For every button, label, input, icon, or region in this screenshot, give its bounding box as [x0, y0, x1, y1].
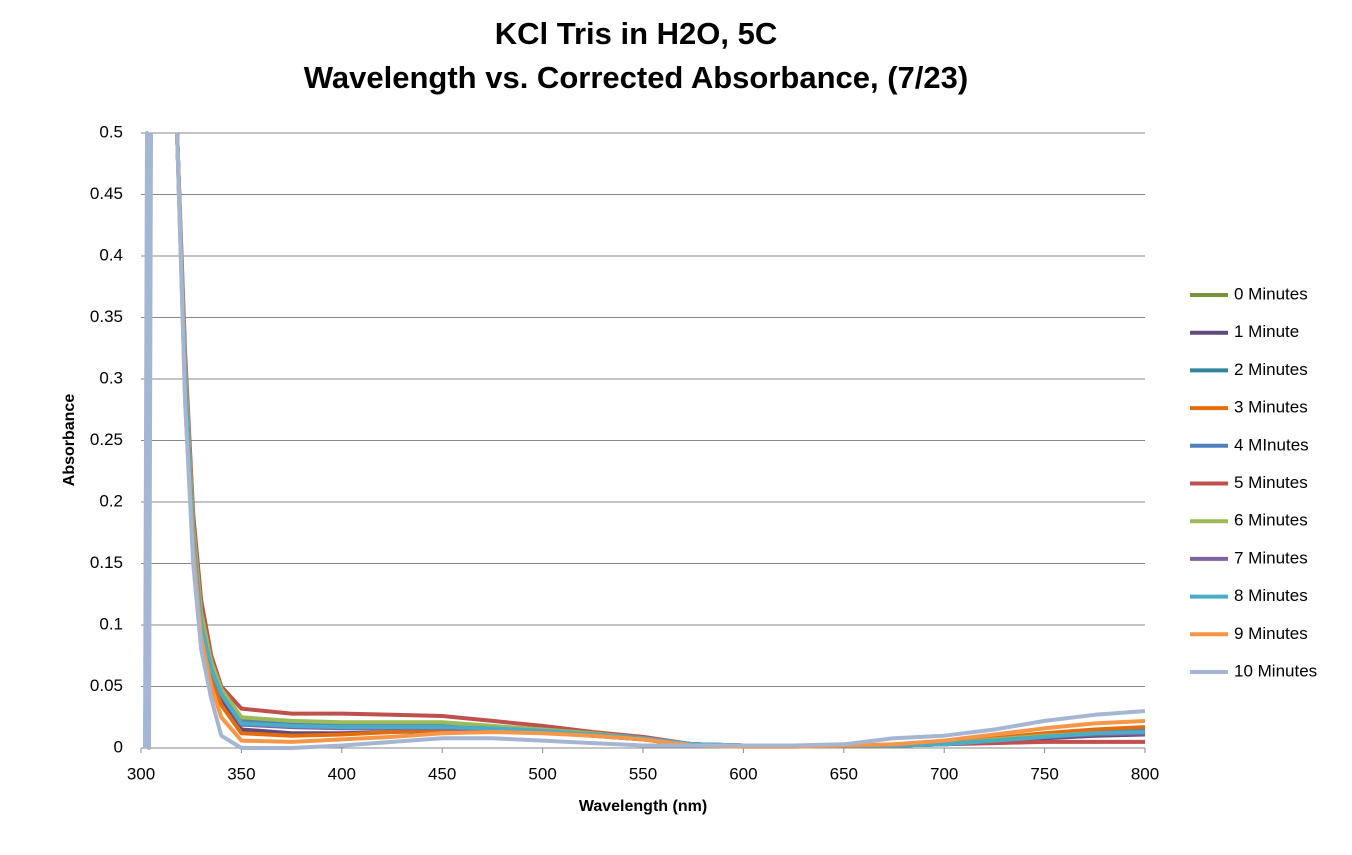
legend-label: 3 Minutes — [1234, 398, 1308, 417]
series-line — [175, 132, 1145, 748]
y-tick-label: 0.4 — [99, 245, 123, 264]
legend-label: 2 Minutes — [1234, 360, 1308, 379]
y-tick-label: 0.3 — [99, 368, 123, 387]
legend-label: 5 Minutes — [1234, 473, 1308, 492]
y-tick-label: 0.25 — [90, 430, 123, 449]
series-line — [175, 132, 1146, 748]
x-tick-label: 450 — [428, 764, 456, 783]
series-line — [175, 132, 1146, 748]
chart-subtitle: Wavelength vs. Corrected Absorbance, (7/… — [304, 60, 968, 95]
y-axis-title: Absorbance — [61, 394, 78, 487]
x-tick-label: 600 — [729, 764, 757, 783]
x-tick-label: 350 — [227, 764, 255, 783]
y-tick-label: 0.05 — [90, 676, 123, 695]
x-tick-label: 300 — [127, 764, 155, 783]
legend-label: 10 Minutes — [1234, 661, 1317, 680]
y-tick-label: 0.45 — [90, 184, 123, 203]
x-tick-label: 800 — [1131, 764, 1159, 783]
x-tick-label: 750 — [1030, 764, 1058, 783]
series-line — [175, 132, 1146, 748]
legend-label: 8 Minutes — [1234, 586, 1308, 605]
legend-label: 6 Minutes — [1234, 511, 1308, 530]
y-tick-label: 0.35 — [90, 307, 123, 326]
series-line — [175, 132, 1146, 748]
x-tick-label: 500 — [528, 764, 556, 783]
legend-label: 7 Minutes — [1234, 548, 1308, 567]
series-line — [143, 131, 1146, 750]
x-axis-title: Wavelength (nm) — [579, 798, 707, 815]
legend-label: 9 Minutes — [1234, 624, 1308, 643]
legend-label: 1 Minute — [1234, 322, 1299, 341]
y-tick-label: 0.2 — [99, 491, 123, 510]
series-line — [175, 132, 1146, 748]
y-tick-label: 0.1 — [99, 614, 123, 633]
y-tick-label: 0 — [114, 737, 123, 756]
series-line — [175, 132, 1146, 748]
series-line — [175, 132, 1145, 748]
y-tick-label: 0.5 — [99, 122, 123, 141]
x-tick-label: 700 — [930, 764, 958, 783]
legend-label: 0 Minutes — [1234, 284, 1308, 303]
y-tick-label: 0.15 — [90, 553, 123, 572]
plot-area — [143, 131, 1146, 750]
x-tick-label: 650 — [830, 764, 858, 783]
legend-label: 4 MInutes — [1234, 435, 1309, 454]
x-tick-label: 400 — [328, 764, 356, 783]
series-line — [175, 132, 1146, 749]
x-tick-label: 550 — [629, 764, 657, 783]
chart-title: KCl Tris in H2O, 5C — [495, 16, 778, 51]
series-line — [175, 132, 1146, 748]
